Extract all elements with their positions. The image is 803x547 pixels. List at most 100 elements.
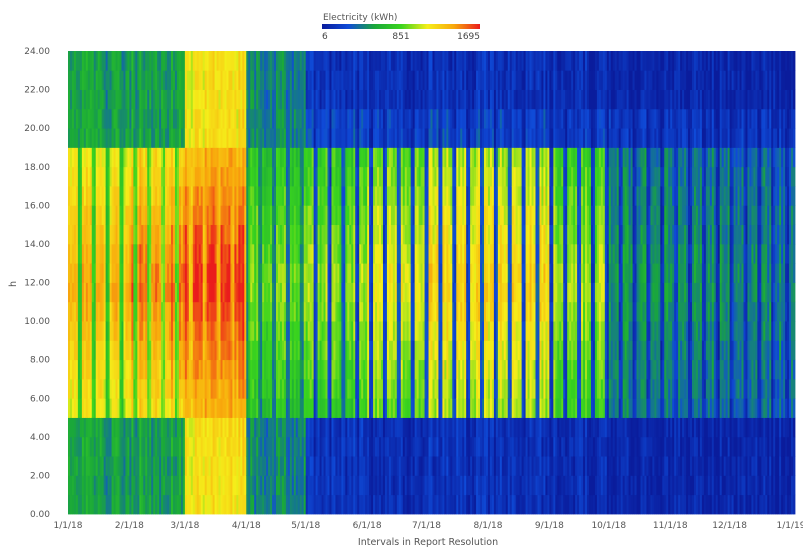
heatmap-cell xyxy=(375,475,378,496)
heatmap-cell xyxy=(377,494,380,515)
heatmap-cell xyxy=(458,51,461,71)
heatmap-cell xyxy=(169,128,172,148)
heatmap-cell xyxy=(174,51,178,71)
heatmap-cell xyxy=(452,51,455,71)
heatmap-cell xyxy=(252,321,255,341)
heatmap-cell xyxy=(357,186,360,206)
heatmap-cell xyxy=(339,205,342,226)
heatmap-cell xyxy=(91,417,95,438)
heatmap-cell xyxy=(410,436,414,457)
heatmap-cell xyxy=(384,436,388,457)
heatmap-cell xyxy=(218,494,221,515)
heatmap-cell xyxy=(101,263,105,283)
heatmap-cell xyxy=(291,89,295,110)
heatmap-cell xyxy=(442,70,445,90)
heatmap-cell xyxy=(99,108,103,129)
heatmap-cell xyxy=(371,128,374,148)
heatmap-cell xyxy=(390,456,394,476)
heatmap-cell xyxy=(295,398,299,418)
heatmap-cell xyxy=(466,282,469,303)
heatmap-cell xyxy=(202,263,206,283)
heatmap-cell xyxy=(125,263,128,283)
heatmap-cell xyxy=(291,378,295,399)
heatmap-cell xyxy=(444,70,447,90)
heatmap-cell xyxy=(69,205,73,226)
heatmap-cell xyxy=(283,263,287,283)
heatmap-cell xyxy=(386,128,390,148)
heatmap-cell xyxy=(416,89,420,110)
heatmap-cell xyxy=(230,475,233,496)
heatmap-cell xyxy=(242,89,245,110)
heatmap-cell xyxy=(192,417,196,438)
heatmap-cell xyxy=(234,398,237,418)
heatmap-cell xyxy=(194,378,198,399)
heatmap-cell xyxy=(402,224,406,245)
heatmap-cell xyxy=(113,321,116,341)
heatmap-cell xyxy=(169,186,172,206)
heatmap-cell xyxy=(99,475,103,496)
heatmap-cell xyxy=(68,417,71,438)
heatmap-cell xyxy=(127,51,130,71)
heatmap-cell xyxy=(224,282,227,303)
heatmap-cell xyxy=(418,301,421,322)
heatmap-cell xyxy=(289,224,293,245)
heatmap-cell xyxy=(380,70,384,90)
heatmap-cell xyxy=(285,417,289,438)
heatmap-cell xyxy=(228,147,231,168)
heatmap-cell xyxy=(428,89,431,110)
heatmap-cell xyxy=(396,398,400,418)
heatmap-cell xyxy=(416,282,420,303)
heatmap-cell xyxy=(214,417,217,438)
heatmap-cell xyxy=(297,147,301,168)
heatmap-cell xyxy=(270,359,273,380)
heatmap-cell xyxy=(333,301,336,322)
heatmap-cell xyxy=(349,51,352,71)
heatmap-cell xyxy=(228,186,231,206)
heatmap-cell xyxy=(248,436,251,457)
heatmap-cell xyxy=(323,70,326,90)
heatmap-cell xyxy=(291,108,295,129)
heatmap-cell xyxy=(270,186,273,206)
heatmap-cell xyxy=(289,186,293,206)
heatmap-cell xyxy=(230,108,233,129)
heatmap-cell xyxy=(468,475,471,496)
heatmap-cell xyxy=(283,128,287,148)
heatmap-cell xyxy=(472,70,475,90)
heatmap-cell xyxy=(414,398,418,418)
heatmap-cell xyxy=(97,147,101,168)
heatmap-cell xyxy=(276,494,279,515)
heatmap-cell xyxy=(303,205,307,226)
heatmap-cell xyxy=(277,321,281,341)
heatmap-cell xyxy=(93,205,97,226)
heatmap-cell xyxy=(474,456,477,476)
heatmap-cell xyxy=(111,456,114,476)
heatmap-cell xyxy=(281,456,285,476)
heatmap-cell xyxy=(270,205,273,226)
heatmap-cell xyxy=(176,340,180,361)
heatmap-cell xyxy=(107,166,110,187)
heatmap-cell xyxy=(414,108,418,129)
heatmap-cell xyxy=(210,70,214,90)
heatmap-cell xyxy=(319,147,322,168)
heatmap-cell xyxy=(69,166,73,187)
heatmap-cell xyxy=(236,282,239,303)
heatmap-cell xyxy=(367,147,370,168)
heatmap-cell xyxy=(416,398,420,418)
heatmap-cell xyxy=(369,224,372,245)
heatmap-cell xyxy=(224,456,227,476)
heatmap-cell xyxy=(145,89,148,110)
heatmap-cell xyxy=(283,51,287,71)
heatmap-cell xyxy=(123,186,126,206)
heatmap-cell xyxy=(133,321,136,341)
heatmap-cell xyxy=(155,205,158,226)
heatmap-cell xyxy=(412,436,416,457)
heatmap-cell xyxy=(87,166,91,187)
heatmap-cell xyxy=(319,398,322,418)
heatmap-cell xyxy=(458,301,461,322)
heatmap-cell xyxy=(103,475,107,496)
heatmap-cell xyxy=(125,186,128,206)
heatmap-cell xyxy=(107,282,110,303)
heatmap-cell xyxy=(176,186,180,206)
heatmap-cell xyxy=(192,263,196,283)
heatmap-cell xyxy=(390,378,394,399)
